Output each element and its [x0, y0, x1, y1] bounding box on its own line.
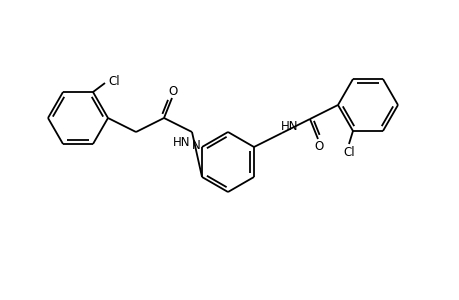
Text: O: O: [313, 140, 323, 152]
Text: N: N: [191, 139, 200, 152]
Text: O: O: [168, 85, 177, 98]
Text: Cl: Cl: [108, 74, 119, 88]
Text: Cl: Cl: [342, 146, 354, 160]
Text: HN: HN: [280, 119, 298, 133]
Text: HN: HN: [173, 136, 190, 148]
